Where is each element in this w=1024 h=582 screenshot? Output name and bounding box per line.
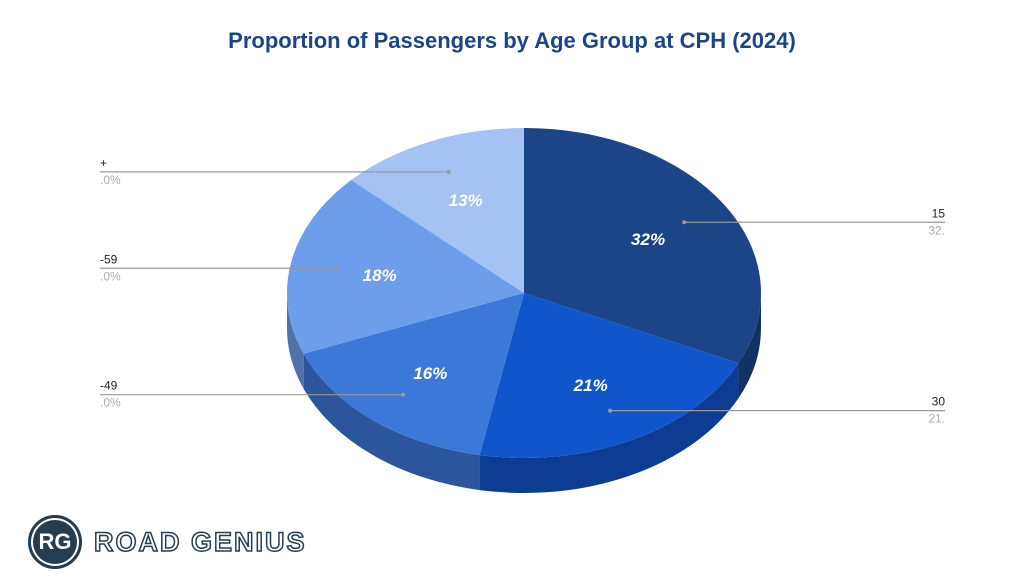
leader-dot [335, 266, 340, 271]
legend-label: -59 [100, 252, 118, 266]
legend-label: + [100, 156, 107, 170]
pie-slice [479, 293, 739, 458]
road-genius-logo: RG ROAD GENIUS [28, 515, 307, 569]
leader-dot [401, 392, 406, 397]
legend-value: .0% [100, 269, 121, 283]
legend-value: 32. [928, 223, 945, 237]
logo-badge: RG [28, 515, 82, 569]
leader-dot [608, 408, 613, 413]
pie-slice-side [303, 353, 480, 491]
legend-value: .0% [100, 396, 121, 410]
legend-label: -49 [100, 379, 118, 393]
legend-value: .0% [100, 173, 121, 187]
slice-percent-label: 18% [363, 266, 397, 285]
pie-slice-side [479, 363, 739, 493]
slice-percent-label: 16% [413, 364, 447, 383]
pie-slice-side [287, 293, 304, 389]
legend-label: 15 [932, 206, 946, 220]
legend-value: 21. [928, 412, 945, 426]
pie-slice [303, 293, 524, 456]
slice-percent-label: 13% [449, 191, 483, 210]
pie-slice-side [738, 293, 761, 399]
leader-dot [682, 220, 687, 225]
slice-percent-label: 32% [631, 230, 665, 249]
legend-label: 30 [932, 395, 946, 409]
pie-slice [287, 180, 524, 354]
chart-title: Proportion of Passengers by Age Group at… [228, 28, 796, 53]
pie-slice [524, 128, 761, 364]
pie-slice [351, 127, 524, 293]
slice-percent-label: 21% [573, 376, 608, 395]
leader-dot [446, 169, 451, 174]
logo-text: ROAD GENIUS [93, 526, 307, 558]
